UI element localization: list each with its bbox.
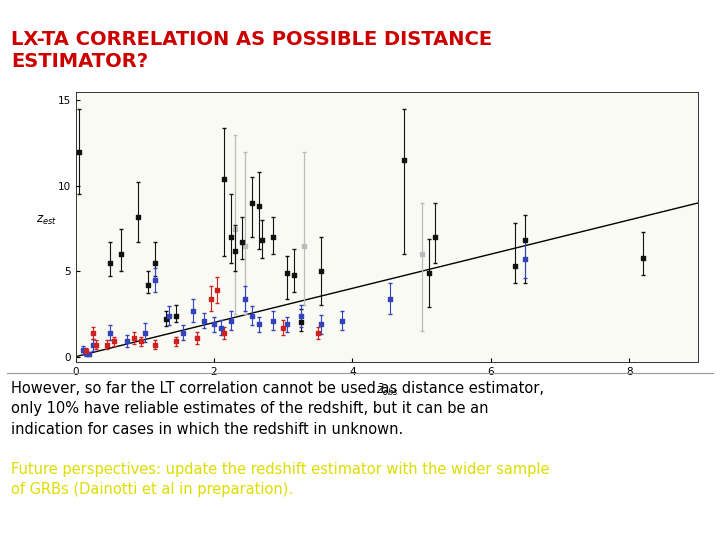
X-axis label: $\bar{z}_{obs}$: $\bar{z}_{obs}$	[376, 382, 398, 398]
Point	[267, 233, 279, 241]
Point	[101, 340, 112, 349]
Point	[246, 199, 258, 207]
Point	[430, 233, 441, 241]
Point	[122, 337, 133, 346]
Point	[399, 156, 410, 165]
Point	[191, 334, 202, 342]
Point	[281, 268, 292, 277]
Point	[288, 271, 300, 279]
Point	[239, 241, 251, 250]
Point	[204, 294, 216, 303]
Point	[336, 316, 348, 325]
Point	[104, 258, 116, 267]
Point	[87, 328, 99, 337]
Point	[208, 320, 220, 328]
Point	[256, 236, 268, 245]
Point	[215, 323, 227, 332]
Point	[187, 306, 199, 315]
Point	[416, 250, 428, 259]
Point	[73, 147, 85, 156]
Point	[143, 281, 154, 289]
Point	[509, 262, 521, 271]
Point	[212, 286, 223, 294]
Point	[139, 328, 150, 337]
Point	[229, 246, 240, 255]
Point	[520, 236, 531, 245]
Point	[294, 312, 306, 320]
Point	[114, 250, 126, 259]
Point	[108, 337, 120, 346]
Point	[315, 320, 327, 328]
Point	[91, 340, 102, 349]
Point	[229, 224, 240, 233]
Point	[520, 255, 531, 264]
Point	[198, 316, 210, 325]
Point	[219, 328, 230, 337]
Point	[135, 337, 147, 346]
Point	[423, 268, 434, 277]
Point	[163, 312, 175, 320]
Point	[225, 233, 237, 241]
Point	[246, 312, 258, 320]
Point	[384, 294, 396, 303]
Point	[80, 349, 91, 357]
Point	[298, 241, 310, 250]
Point	[77, 346, 89, 354]
Point	[129, 334, 140, 342]
Point	[177, 328, 189, 337]
Point	[170, 337, 181, 346]
Y-axis label: $z_{est}$: $z_{est}$	[36, 214, 57, 227]
Point	[236, 238, 248, 246]
Point	[253, 320, 265, 328]
Point	[150, 275, 161, 284]
Point	[150, 340, 161, 349]
Text: LX-TA CORRELATION AS POSSIBLE DISTANCE
ESTIMATOR?: LX-TA CORRELATION AS POSSIBLE DISTANCE E…	[11, 30, 492, 71]
Point	[219, 174, 230, 183]
Point	[315, 267, 327, 275]
Text: Future perspectives: update the redshift estimator with the wider sample
of GRBs: Future perspectives: update the redshift…	[11, 462, 549, 497]
Point	[132, 212, 144, 221]
Point	[281, 320, 292, 328]
Point	[225, 316, 237, 325]
Point	[312, 328, 323, 337]
Point	[150, 258, 161, 267]
Point	[294, 318, 306, 327]
Point	[104, 328, 116, 337]
Point	[239, 294, 251, 303]
Point	[160, 315, 171, 323]
Point	[277, 323, 289, 332]
Point	[637, 253, 649, 262]
Point	[253, 202, 265, 211]
Point	[84, 350, 95, 359]
Point	[80, 346, 91, 355]
Point	[170, 312, 181, 320]
Text: However, so far the LT correlation cannot be used as distance estimator,
only 10: However, so far the LT correlation canno…	[11, 381, 544, 436]
Point	[267, 316, 279, 325]
Point	[87, 340, 99, 349]
